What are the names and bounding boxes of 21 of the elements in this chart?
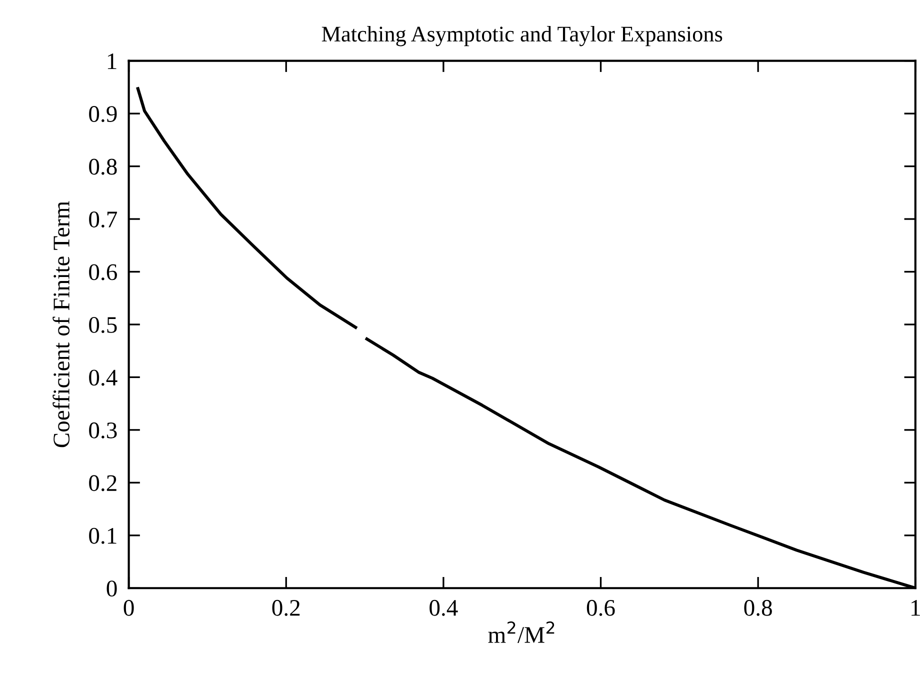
y-tick-label: 0.1 [89, 528, 116, 544]
y-tick-label: 1 [108, 53, 116, 70]
y-tick-label: 0.6 [89, 264, 117, 280]
x-tick-label: 0.8 [744, 600, 772, 616]
x-axis-title: m$^{2}$/M$^{2}$ [488, 621, 554, 643]
line-series [136, 86, 358, 330]
y-tick-label: 0.2 [89, 475, 116, 492]
x-tick-label: 0.2 [272, 600, 300, 616]
y-tick-label: 0.5 [89, 316, 117, 334]
y-tick-label: 0.9 [89, 106, 117, 122]
x-tick-label: 0.4 [430, 600, 458, 616]
y-tick-label: 0.8 [89, 158, 117, 175]
x-tick-label: 1 [912, 600, 920, 616]
y-tick-label: 0.7 [89, 212, 118, 228]
y-tick-label: 0.4 [89, 370, 118, 386]
y-axis-title: Coefficient of Finite Term [52, 201, 70, 448]
chart-title: Matching Asymptotic and Taylor Expansions [322, 26, 722, 46]
y-tick-label: 0.3 [89, 422, 117, 438]
x-tick-label: 0.6 [586, 600, 615, 616]
y-tick-label: 0 [106, 580, 117, 597]
x-tick-label: 0 [124, 600, 134, 616]
